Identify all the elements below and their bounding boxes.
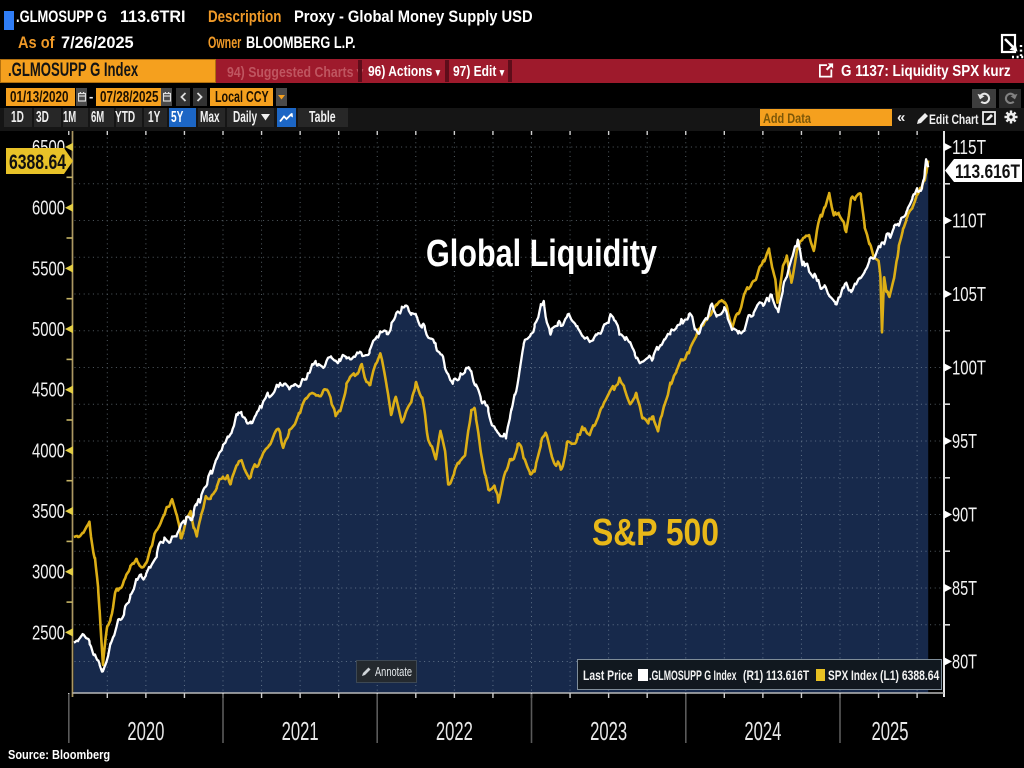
- svg-text:90T: 90T: [952, 505, 977, 527]
- svg-text:80T: 80T: [952, 652, 977, 674]
- svg-text:113.616T: 113.616T: [955, 162, 1020, 183]
- svg-text:2023: 2023: [590, 716, 627, 746]
- svg-text:95T: 95T: [952, 431, 977, 453]
- svg-text:115T: 115T: [952, 137, 986, 159]
- svg-text:6388.64: 6388.64: [9, 151, 66, 174]
- svg-text:3000: 3000: [32, 562, 65, 584]
- svg-text:4000: 4000: [32, 440, 65, 462]
- svg-text:100T: 100T: [952, 358, 986, 380]
- svg-text:2025: 2025: [872, 716, 909, 746]
- svg-text:2024: 2024: [744, 716, 781, 746]
- svg-text:105T: 105T: [952, 284, 986, 306]
- svg-text:2021: 2021: [282, 716, 319, 746]
- svg-text:S&P 500: S&P 500: [592, 512, 719, 554]
- svg-text:3500: 3500: [32, 501, 65, 523]
- svg-text:2500: 2500: [32, 622, 65, 644]
- svg-text:2020: 2020: [127, 716, 164, 746]
- svg-text:110T: 110T: [952, 211, 986, 233]
- svg-text:4500: 4500: [32, 380, 65, 402]
- svg-text:5000: 5000: [32, 319, 65, 341]
- svg-text:85T: 85T: [952, 578, 977, 600]
- svg-text:5500: 5500: [32, 258, 65, 280]
- svg-text:2022: 2022: [436, 716, 473, 746]
- svg-text:Global Liquidity: Global Liquidity: [426, 233, 657, 275]
- svg-text:6000: 6000: [32, 198, 65, 220]
